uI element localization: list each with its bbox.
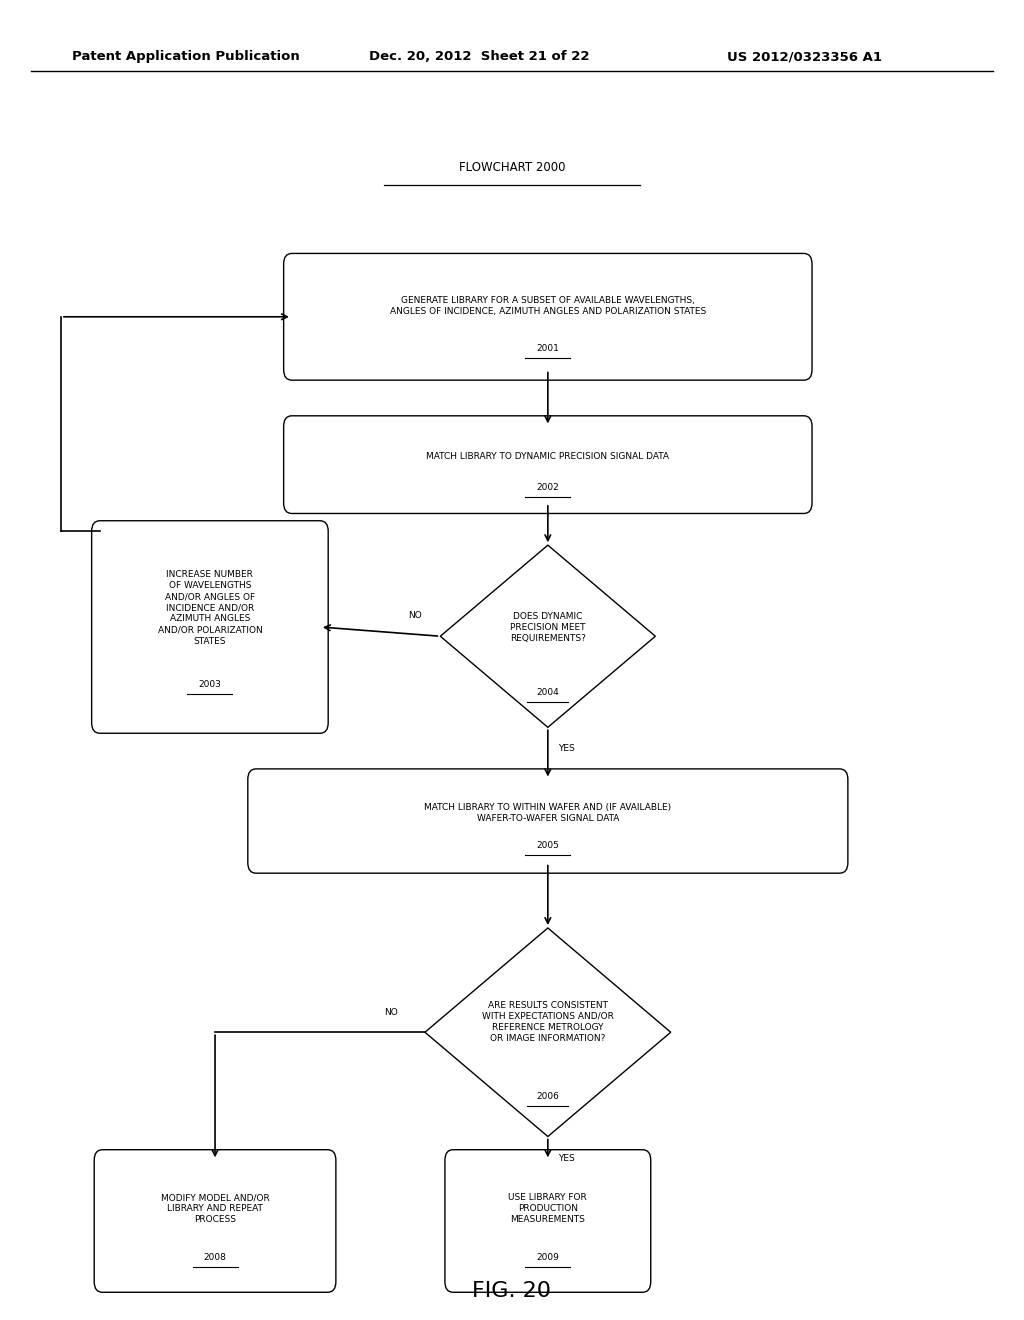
FancyBboxPatch shape (284, 253, 812, 380)
Text: YES: YES (558, 744, 574, 754)
Text: 2003: 2003 (199, 680, 221, 689)
FancyBboxPatch shape (284, 416, 812, 513)
Text: MODIFY MODEL AND/OR
LIBRARY AND REPEAT
PROCESS: MODIFY MODEL AND/OR LIBRARY AND REPEAT P… (161, 1193, 269, 1225)
Text: 2006: 2006 (537, 1093, 559, 1101)
Polygon shape (425, 928, 671, 1137)
FancyBboxPatch shape (94, 1150, 336, 1292)
Text: FLOWCHART 2000: FLOWCHART 2000 (459, 161, 565, 174)
Text: 2001: 2001 (537, 345, 559, 352)
Text: 2009: 2009 (537, 1253, 559, 1262)
Text: ARE RESULTS CONSISTENT
WITH EXPECTATIONS AND/OR
REFERENCE METROLOGY
OR IMAGE INF: ARE RESULTS CONSISTENT WITH EXPECTATIONS… (482, 1001, 613, 1043)
Text: US 2012/0323356 A1: US 2012/0323356 A1 (727, 50, 882, 63)
FancyBboxPatch shape (92, 521, 328, 734)
Text: 2004: 2004 (537, 688, 559, 697)
Text: INCREASE NUMBER
OF WAVELENGTHS
AND/OR ANGLES OF
INCIDENCE AND/OR
AZIMUTH ANGLES
: INCREASE NUMBER OF WAVELENGTHS AND/OR AN… (158, 570, 262, 645)
Text: MATCH LIBRARY TO DYNAMIC PRECISION SIGNAL DATA: MATCH LIBRARY TO DYNAMIC PRECISION SIGNA… (426, 453, 670, 462)
FancyBboxPatch shape (444, 1150, 651, 1292)
Text: USE LIBRARY FOR
PRODUCTION
MEASUREMENTS: USE LIBRARY FOR PRODUCTION MEASUREMENTS (509, 1193, 587, 1225)
Text: Patent Application Publication: Patent Application Publication (72, 50, 299, 63)
Text: 2008: 2008 (204, 1253, 226, 1262)
Text: GENERATE LIBRARY FOR A SUBSET OF AVAILABLE WAVELENGTHS,
ANGLES OF INCIDENCE, AZI: GENERATE LIBRARY FOR A SUBSET OF AVAILAB… (390, 296, 706, 317)
Text: 2005: 2005 (537, 841, 559, 850)
Text: FIG. 20: FIG. 20 (472, 1280, 552, 1302)
Text: Dec. 20, 2012  Sheet 21 of 22: Dec. 20, 2012 Sheet 21 of 22 (369, 50, 589, 63)
Polygon shape (440, 545, 655, 727)
Text: YES: YES (558, 1154, 574, 1163)
FancyBboxPatch shape (248, 768, 848, 874)
Text: DOES DYNAMIC
PRECISION MEET
REQUIREMENTS?: DOES DYNAMIC PRECISION MEET REQUIREMENTS… (510, 611, 586, 643)
Text: MATCH LIBRARY TO WITHIN WAFER AND (IF AVAILABLE)
WAFER-TO-WAFER SIGNAL DATA: MATCH LIBRARY TO WITHIN WAFER AND (IF AV… (424, 803, 672, 822)
Text: 2002: 2002 (537, 483, 559, 492)
Text: NO: NO (408, 611, 422, 619)
Text: NO: NO (384, 1008, 398, 1016)
